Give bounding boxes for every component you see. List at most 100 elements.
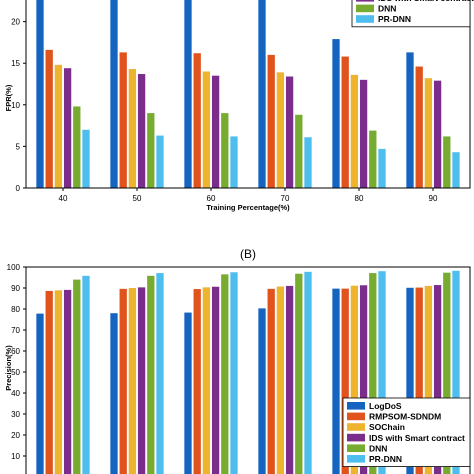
precision-y-ticks: 10 20 30 40 50 60 70 80 90 100 bbox=[7, 263, 26, 461]
bar-sochain-50 bbox=[128, 288, 137, 474]
legend-swatch-pr-dnn bbox=[356, 15, 374, 23]
bar-pr-dnn-70 bbox=[304, 137, 312, 188]
bar-pr-dnn-60 bbox=[230, 272, 238, 474]
legend-label-logdos: LogDoS bbox=[369, 401, 402, 411]
bar-pr-dnn-50 bbox=[156, 273, 164, 474]
x-tick-label: 60 bbox=[207, 194, 216, 203]
legend-swatch-dnn bbox=[347, 444, 365, 452]
bar-ids-with-smart-contract-40 bbox=[63, 289, 72, 474]
bar-dnn-70 bbox=[295, 273, 303, 474]
bar-logdos-60 bbox=[184, 312, 192, 474]
bar-logdos-40 bbox=[36, 313, 44, 474]
y-tick-label: 15 bbox=[11, 59, 20, 68]
y-tick-label: 20 bbox=[11, 18, 20, 27]
fpr-plot-frame bbox=[25, 0, 471, 189]
legend-swatch-rmpsom-sdndm bbox=[347, 412, 365, 421]
legend-label-sochain: SOChain bbox=[369, 422, 405, 432]
bar-pr-dnn-40 bbox=[82, 129, 90, 188]
legend-label-dnn: DNN bbox=[369, 443, 387, 453]
bar-ids-with-smart-contract-50 bbox=[137, 74, 146, 188]
x-tick-label: 90 bbox=[429, 194, 438, 203]
bar-pr-dnn-80 bbox=[378, 271, 386, 474]
bar-ids-with-smart-contract-40 bbox=[63, 68, 72, 188]
bar-ids-with-smart-contract-50 bbox=[137, 287, 146, 474]
bar-rmpsom-sdndm-40 bbox=[45, 49, 53, 188]
legend-label-ids-with-smart-contract: IDS with Smart contract bbox=[369, 433, 465, 443]
y-tick-label: 20 bbox=[11, 431, 20, 440]
bar-sochain-90 bbox=[424, 78, 433, 188]
bar-ids-with-smart-contract-80 bbox=[359, 285, 368, 474]
legend-label-pr-dnn: PR-DNN bbox=[378, 14, 411, 24]
y-tick-label: 100 bbox=[7, 263, 21, 272]
y-tick-label: 70 bbox=[11, 326, 20, 335]
legend-swatch-ids-with-smart-contract bbox=[347, 433, 365, 442]
legend-swatch-ids-with-smart-contract bbox=[356, 0, 374, 2]
bar-sochain-80 bbox=[350, 285, 359, 474]
bar-dnn-90 bbox=[443, 272, 451, 474]
bar-rmpsom-sdndm-60 bbox=[193, 53, 201, 188]
bar-ids-with-smart-contract-80 bbox=[359, 79, 368, 188]
precision-chart: 10 20 30 40 50 60 70 80 90 100 Precision(%) LogDo… bbox=[4, 263, 471, 474]
y-tick-label: 10 bbox=[11, 452, 20, 461]
fpr-y-axis-title: FPR(%) bbox=[4, 84, 13, 111]
bar-logdos-40 bbox=[36, 0, 44, 188]
bar-sochain-60 bbox=[202, 287, 211, 474]
bar-ids-with-smart-contract-90 bbox=[433, 285, 442, 474]
bar-dnn-60 bbox=[221, 113, 229, 188]
bar-pr-dnn-50 bbox=[156, 135, 164, 188]
bar-logdos-60 bbox=[184, 0, 192, 188]
bar-pr-dnn-40 bbox=[82, 275, 90, 474]
legend-swatch-logdos bbox=[347, 402, 365, 410]
bar-rmpsom-sdndm-60 bbox=[193, 289, 201, 474]
bar-rmpsom-sdndm-90 bbox=[415, 66, 423, 188]
bar-dnn-70 bbox=[295, 114, 303, 188]
bar-sochain-40 bbox=[54, 64, 63, 188]
bar-rmpsom-sdndm-90 bbox=[415, 287, 423, 474]
x-tick-label: 80 bbox=[355, 194, 364, 203]
bar-ids-with-smart-contract-60 bbox=[211, 75, 220, 188]
bar-rmpsom-sdndm-70 bbox=[267, 54, 275, 188]
y-tick-label: 0 bbox=[16, 184, 21, 193]
bar-dnn-40 bbox=[73, 106, 81, 188]
bar-sochain-90 bbox=[424, 285, 433, 474]
bar-pr-dnn-90 bbox=[452, 270, 460, 474]
panel-label-b: (B) bbox=[240, 247, 256, 261]
bar-logdos-50 bbox=[110, 0, 118, 188]
bar-sochain-60 bbox=[202, 71, 211, 188]
y-tick-label: 30 bbox=[11, 410, 20, 419]
bar-rmpsom-sdndm-80 bbox=[341, 56, 349, 188]
fpr-x-ticks: 40 50 60 70 80 90 bbox=[59, 188, 438, 203]
bar-logdos-50 bbox=[110, 313, 118, 474]
legend-swatch-sochain bbox=[347, 423, 365, 431]
bar-pr-dnn-90 bbox=[452, 152, 460, 188]
bar-ids-with-smart-contract-70 bbox=[285, 285, 294, 474]
x-tick-label: 70 bbox=[281, 194, 290, 203]
bar-dnn-80 bbox=[369, 130, 377, 188]
bar-rmpsom-sdndm-80 bbox=[341, 288, 349, 474]
fpr-y-ticks: 0 5 10 15 20 bbox=[11, 18, 26, 193]
bar-rmpsom-sdndm-70 bbox=[267, 288, 275, 474]
legend-label-ids-with-smart-contract: IDS with Smart contract bbox=[378, 0, 474, 3]
precision-y-axis-title: Precision(%) bbox=[4, 345, 13, 391]
bar-sochain-40 bbox=[54, 290, 63, 474]
bar-pr-dnn-60 bbox=[230, 136, 238, 188]
bar-logdos-80 bbox=[332, 288, 340, 474]
bar-pr-dnn-80 bbox=[378, 148, 386, 188]
y-tick-label: 90 bbox=[11, 284, 20, 293]
bar-ids-with-smart-contract-70 bbox=[285, 76, 294, 188]
bar-sochain-50 bbox=[128, 69, 137, 188]
bar-sochain-80 bbox=[350, 74, 359, 188]
bar-sochain-70 bbox=[276, 286, 285, 474]
precision-bars bbox=[36, 270, 460, 474]
bar-rmpsom-sdndm-50 bbox=[119, 288, 127, 474]
bar-pr-dnn-70 bbox=[304, 271, 312, 474]
bar-sochain-70 bbox=[276, 72, 285, 188]
legend-swatch-pr-dnn bbox=[347, 455, 365, 463]
bar-rmpsom-sdndm-40 bbox=[45, 290, 53, 474]
y-tick-label: 50 bbox=[11, 368, 20, 377]
y-tick-label: 10 bbox=[11, 101, 20, 110]
bar-rmpsom-sdndm-50 bbox=[119, 52, 127, 188]
